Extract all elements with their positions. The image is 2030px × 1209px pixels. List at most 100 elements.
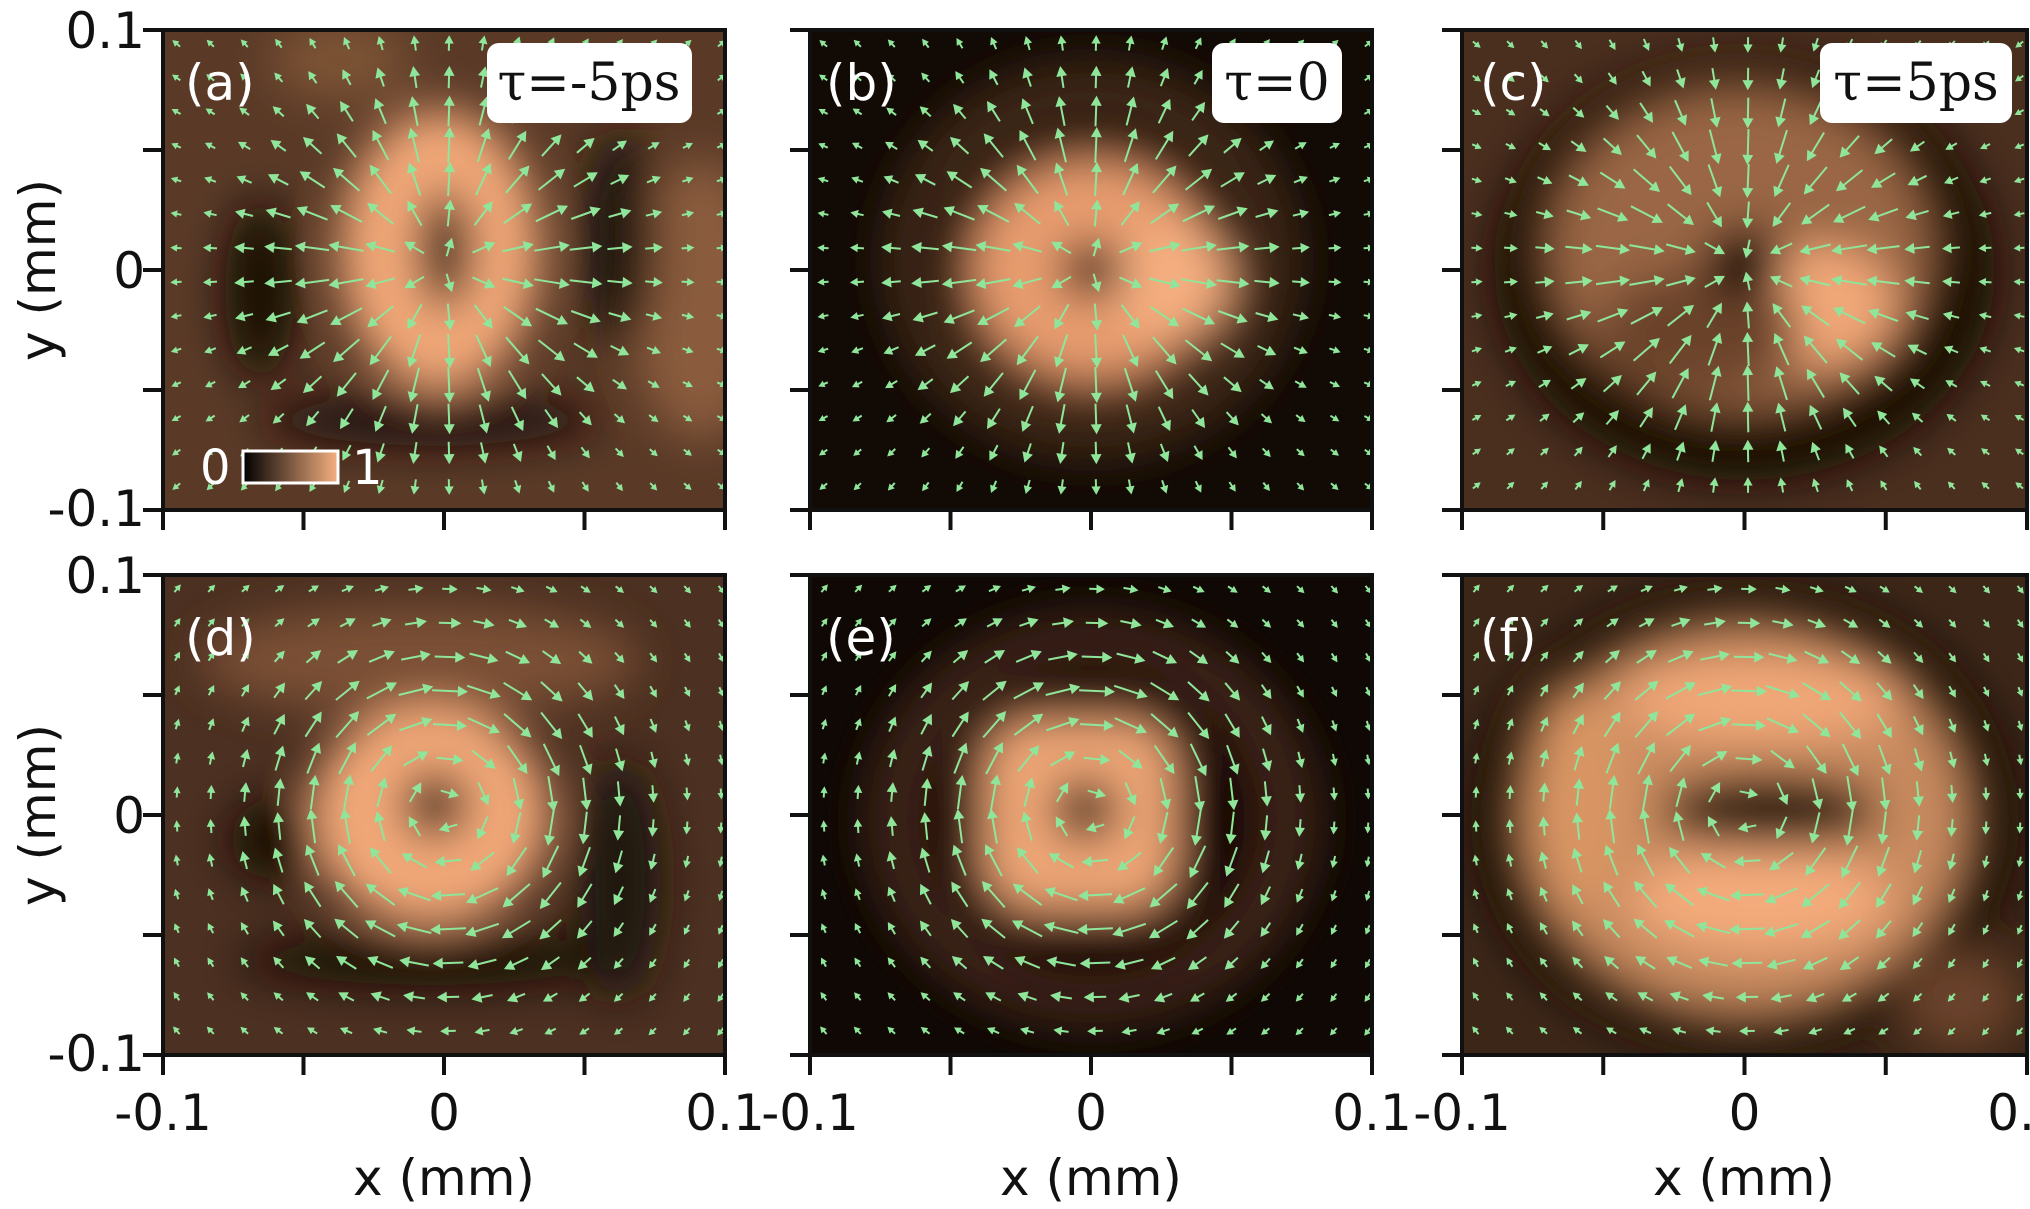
field-arrow-head [409, 453, 421, 464]
field-arrow-head [1748, 584, 1757, 594]
field-arrow-head [589, 313, 601, 324]
field-arrow-head [1329, 826, 1339, 835]
field-arrow-head [270, 139, 282, 150]
field-arrow-head [1721, 683, 1733, 695]
field-arrow-head [1575, 142, 1587, 153]
field-arrow-head [1050, 991, 1061, 1003]
field-arrow-head [455, 651, 466, 663]
field-arrow-head [302, 136, 315, 148]
field-arrow-head [1118, 991, 1130, 1003]
field-arrow-head [883, 345, 894, 355]
field-arrow-head [1839, 146, 1851, 158]
field-arrow-head [1263, 483, 1271, 492]
field-arrow-head [172, 40, 180, 47]
field-arrow-head [616, 380, 628, 390]
field-arrow-head [542, 993, 553, 1002]
field-arrow-head [1131, 758, 1143, 769]
field-arrow-head [1269, 276, 1280, 288]
field-arrow-head [1125, 485, 1135, 495]
field-arrow-head [1331, 586, 1339, 594]
field-arrow-head [1134, 653, 1146, 664]
field-arrow-head [1051, 278, 1063, 289]
field-arrow-head [1228, 483, 1236, 492]
field-arrow-head [1914, 688, 1924, 700]
field-arrow-head [1128, 163, 1139, 175]
field-arrow-head [1879, 445, 1888, 455]
field-arrow-head [1057, 485, 1067, 495]
field-arrow-head [1544, 242, 1555, 254]
field-arrow-head [340, 808, 351, 820]
x-tick-label-e: 0.1 [1332, 1084, 1412, 1142]
field-arrow-head [1505, 1026, 1513, 1034]
field-arrow-head [911, 242, 922, 253]
field-arrow-head [1912, 960, 1921, 970]
field-arrow-head [380, 584, 390, 594]
field-arrow-head [267, 346, 280, 357]
ylabel-bottom: y (mm) [9, 724, 67, 906]
field-arrow-head [2016, 655, 2023, 663]
field-arrow-head [886, 414, 895, 423]
field-arrow-head [576, 927, 588, 939]
field-arrow-head [1708, 79, 1720, 90]
field-arrow-head [686, 277, 695, 287]
field-arrow-head [853, 483, 861, 491]
field-arrow-head [1810, 76, 1821, 89]
field-arrow-head [958, 680, 970, 693]
field-arrow-head [718, 620, 725, 628]
field-arrow-head [1947, 758, 1957, 769]
field-arrow-head [1203, 205, 1216, 216]
field-arrow-head [1016, 847, 1028, 859]
field-arrow-head [1981, 448, 1989, 455]
field-arrow-head [517, 762, 528, 775]
field-arrow-head [547, 416, 559, 429]
field-arrow-head [854, 684, 862, 693]
field-arrow-head [1541, 413, 1550, 422]
field-arrow-head [993, 649, 1006, 661]
field-arrow-head [1205, 277, 1217, 289]
field-arrow-head [992, 585, 1002, 593]
field-arrow-head [1602, 919, 1614, 931]
field-arrow-head [1982, 723, 1990, 732]
field-arrow-head [1809, 404, 1820, 417]
field-arrow-head [306, 415, 317, 427]
field-arrow-head [683, 655, 691, 663]
field-arrow-head [477, 452, 489, 464]
field-arrow-head [207, 992, 214, 1000]
field-arrow-head [1742, 271, 1754, 283]
field-arrow-head [1541, 618, 1549, 626]
field-arrow-head [336, 385, 348, 397]
field-arrow-head [549, 585, 558, 593]
field-arrow-head [1669, 991, 1681, 1002]
field-arrow-head [589, 206, 601, 217]
field-arrow-head [1642, 774, 1653, 786]
field-arrow-head [1129, 584, 1139, 594]
field-arrow-head [1130, 241, 1143, 252]
field-arrow-head [919, 920, 930, 932]
field-arrow-head [1942, 242, 1952, 254]
field-arrow-head [170, 312, 178, 320]
field-arrow-head [449, 584, 458, 594]
field-arrow-head [1229, 653, 1240, 664]
panel-label-d: (d) [185, 609, 256, 667]
field-arrow-head [684, 39, 692, 47]
field-arrow-head [1229, 619, 1239, 628]
field-arrow-head [955, 774, 967, 786]
field-arrow-head [1799, 274, 1811, 286]
field-arrow-head [1473, 75, 1482, 82]
heatmap-c [1462, 30, 2027, 510]
field-arrow-head [1774, 366, 1785, 378]
field-arrow-head [650, 483, 658, 491]
field-arrow-head [1541, 447, 1549, 455]
field-arrow-head [1982, 893, 1990, 902]
field-arrow-head [1194, 69, 1203, 80]
field-arrow-head [1507, 584, 1515, 592]
field-arrow-head [1022, 451, 1033, 463]
field-arrow-head [1364, 689, 1372, 697]
field-arrow-head [1715, 617, 1726, 629]
field-arrow-head [616, 483, 624, 492]
field-arrow-head [482, 317, 493, 329]
field-arrow-head [1539, 749, 1550, 760]
field-arrow-head [1742, 401, 1754, 412]
field-arrow-head [333, 167, 345, 179]
field-arrow-head [683, 927, 691, 935]
